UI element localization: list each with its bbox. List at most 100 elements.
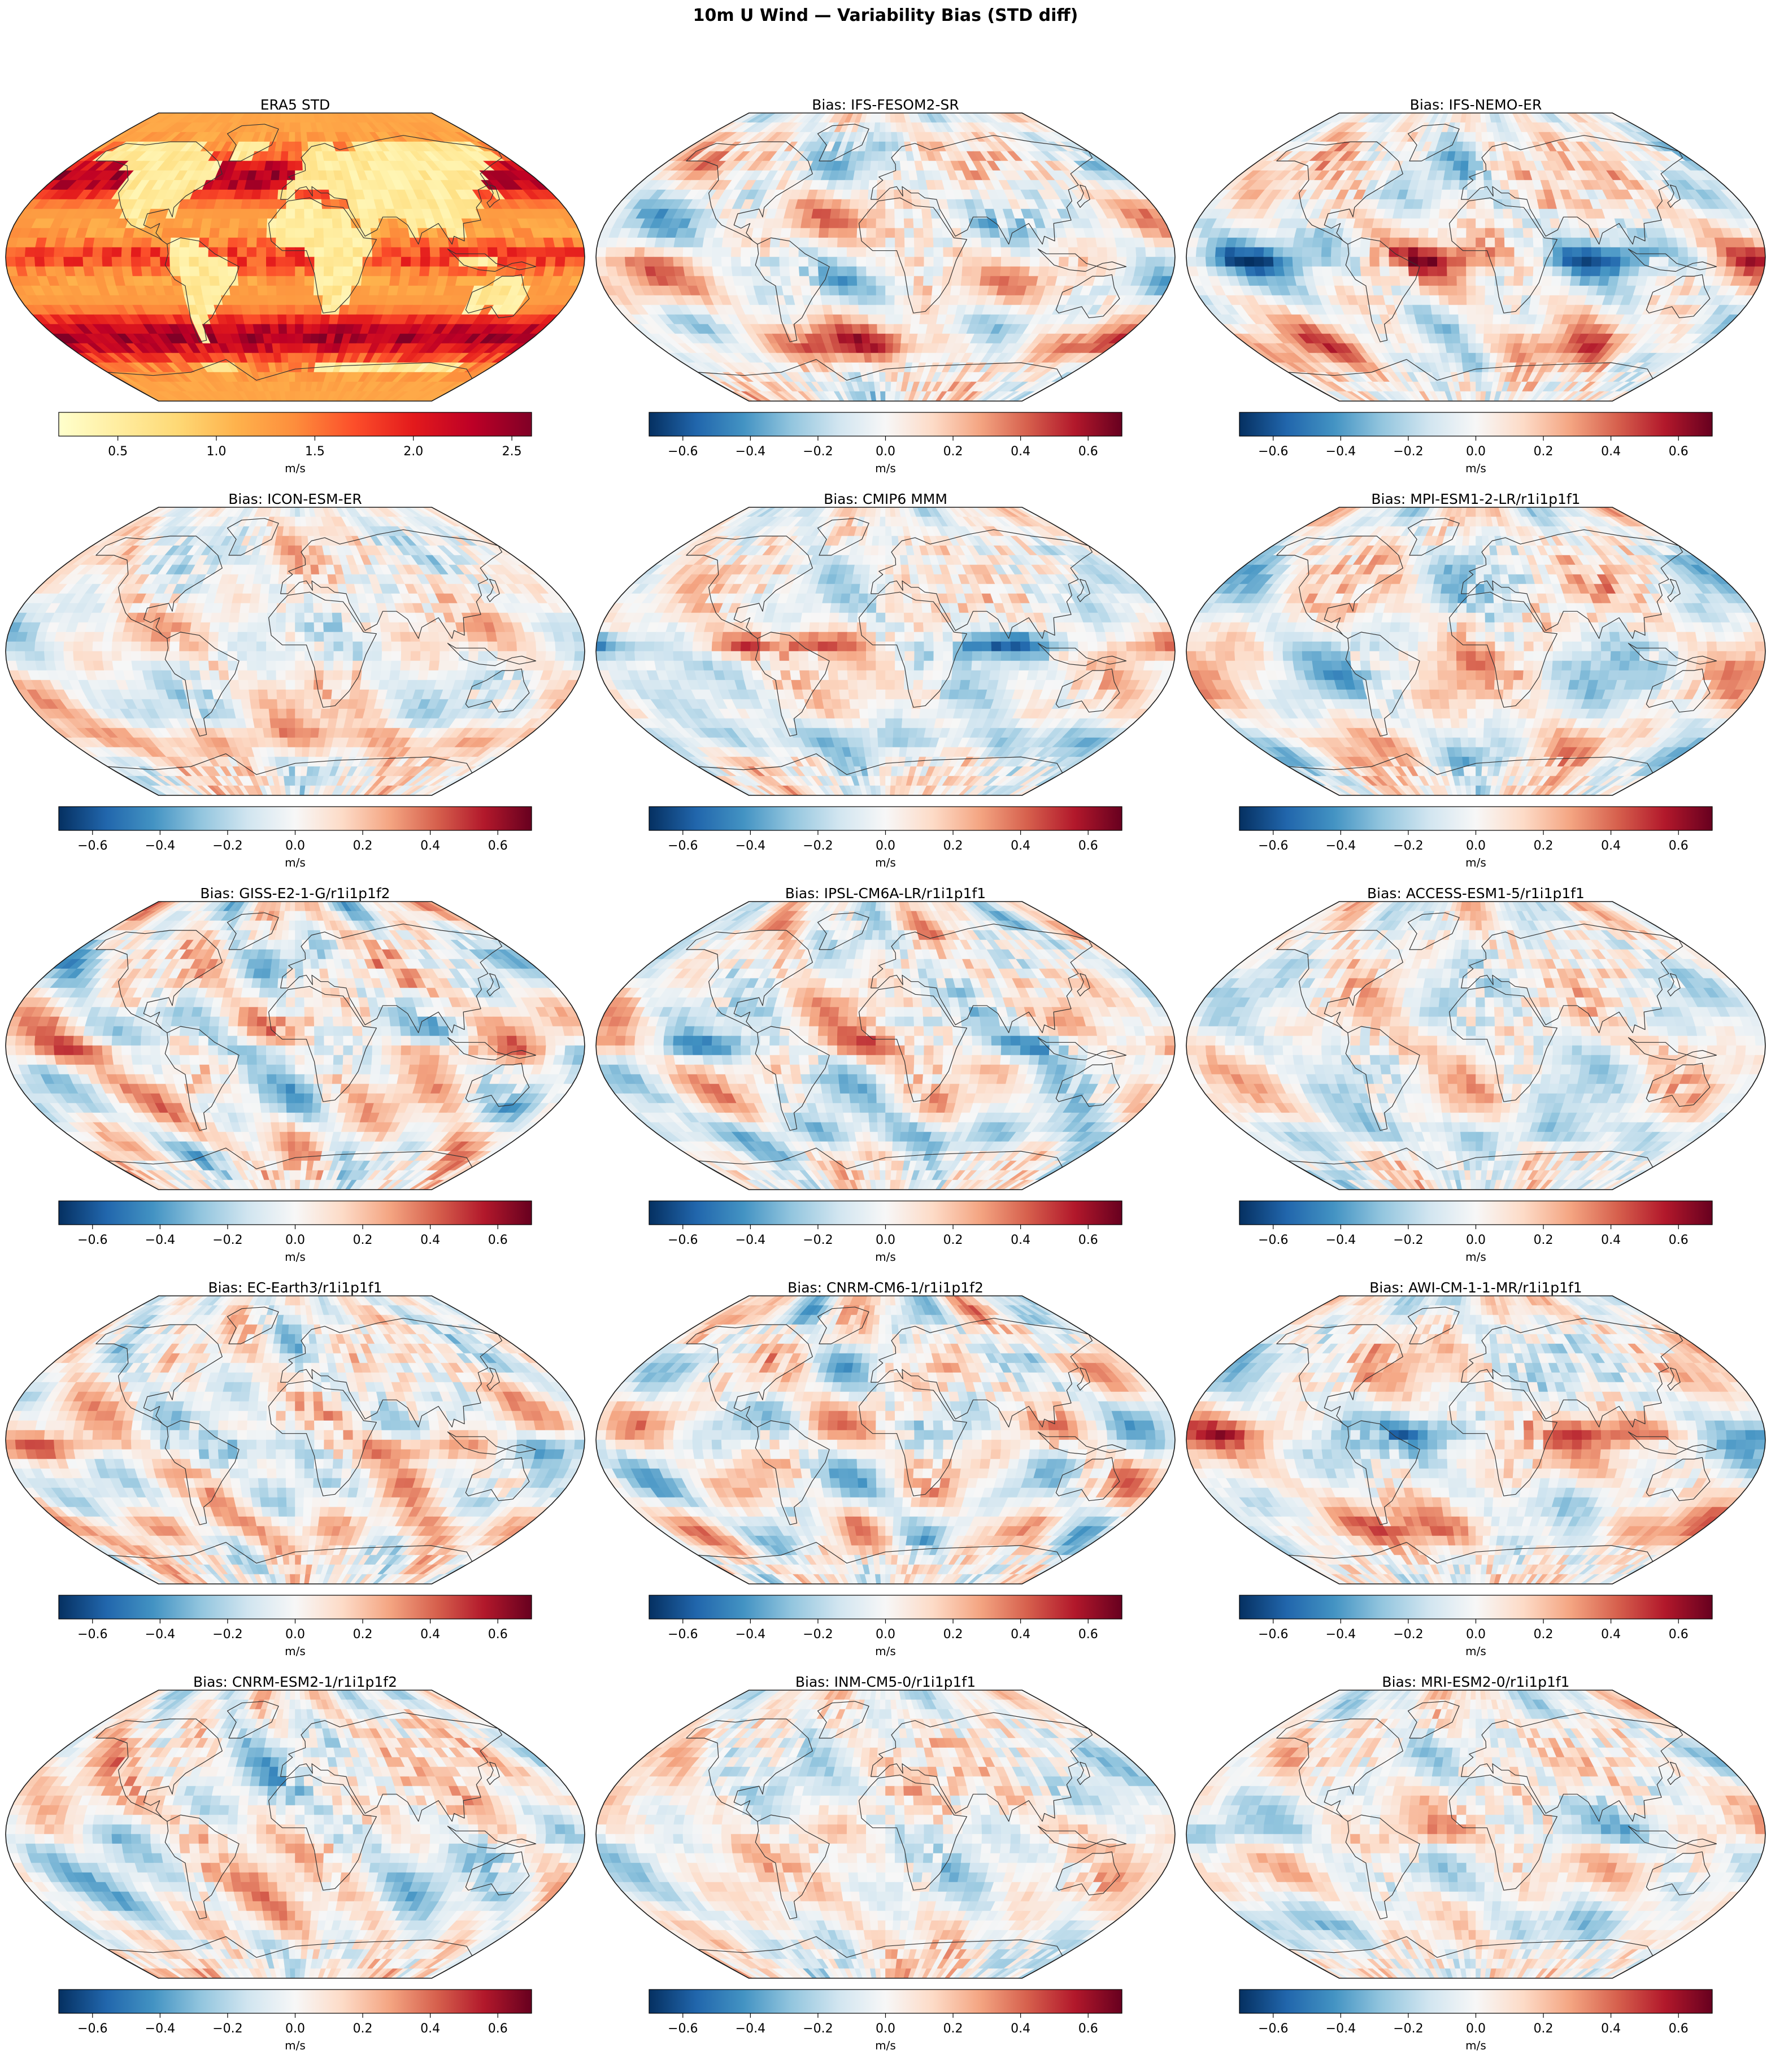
panel-title: Bias: IPSL-CM6A-LR/r1i1p1f1 <box>590 885 1181 903</box>
coastline-eurasia <box>1461 1318 1683 1427</box>
colorbar-tick-label: 0.0 <box>876 1627 895 1642</box>
colorbar-unit-label: m/s <box>1465 2039 1486 2052</box>
coastline-eurasia <box>280 1318 503 1427</box>
coastline-japan <box>486 1761 500 1785</box>
map-panel: Bias: MRI-ESM2-0/r1i1p1f1 −0.6 −0.4 −0.2 0.0… <box>1181 1673 1771 2069</box>
colorbar-tick-label: 0.0 <box>285 2022 305 2036</box>
colorbar: −0.6 −0.4 −0.2 0.0 0.2 0.4 0.6 m/s <box>649 412 1122 475</box>
map-panel: Bias: CNRM-ESM2-1/r1i1p1f2 −0.6 −0.4 −0.2 0.… <box>0 1673 590 2069</box>
colorbar-tick-label: 0.4 <box>1601 445 1621 459</box>
colorbar-tick-label: 0.2 <box>353 839 373 853</box>
coastline-eurasia <box>280 135 503 245</box>
coastline-eurasia <box>871 924 1093 1033</box>
coastline-south-america <box>755 1026 830 1131</box>
coastline-australia <box>465 1851 530 1896</box>
panel-title: Bias: ICON-ESM-ER <box>0 490 590 508</box>
coastline-south-america <box>1345 632 1420 737</box>
coastline-greenland <box>227 124 279 162</box>
coastline-indonesia <box>447 1431 537 1455</box>
field-raster <box>6 1296 585 1584</box>
colorbar-tick-label: −0.4 <box>736 839 765 853</box>
colorbar-tick-label: 0.4 <box>1601 839 1621 853</box>
coastline-australia <box>1646 1063 1711 1107</box>
colorbar: −0.6 −0.4 −0.2 0.0 0.2 0.4 0.6 m/s <box>1239 806 1713 869</box>
map-frame <box>5 901 585 1190</box>
colorbar-gradient <box>58 412 532 437</box>
coastline-africa <box>1449 197 1557 314</box>
colorbar-tick-label: −0.2 <box>212 1627 242 1642</box>
colorbar-tick-label: −0.6 <box>77 1627 107 1642</box>
colorbar-gradient <box>649 1595 1122 1620</box>
map-frame <box>5 507 585 796</box>
colorbar-gradient <box>1239 1989 1713 2014</box>
panel-title: Bias: CNRM-ESM2-1/r1i1p1f2 <box>0 1673 590 1691</box>
coastline-greenland <box>1407 1307 1460 1344</box>
colorbar-tick-label: −0.4 <box>1326 1233 1356 1247</box>
coastline-greenland <box>227 912 279 950</box>
coastline-north-america <box>95 536 223 639</box>
colorbar: −0.6 −0.4 −0.2 0.0 0.2 0.4 0.6 m/s <box>58 1989 532 2052</box>
colorbar-tick-label: −0.2 <box>212 1233 242 1247</box>
colorbar-tick-label: 0.4 <box>1011 445 1030 459</box>
coastline-south-america <box>1345 1420 1420 1525</box>
world-map <box>595 1690 1176 1979</box>
map-panel: Bias: ICON-ESM-ER −0.6 −0.4 −0.2 0.0 0.2 0.4 0.… <box>0 490 590 886</box>
colorbar-tick-label: −0.2 <box>803 445 833 459</box>
coastline-australia <box>1055 1457 1120 1501</box>
coastline-south-america <box>164 237 240 342</box>
colorbar-tick-label: 0.6 <box>1078 839 1098 853</box>
coastline-north-america <box>686 536 813 639</box>
colorbar-tick-label: 0.2 <box>943 2022 963 2036</box>
map-panel: Bias: IFS-FESOM2-SR −0.6 −0.4 −0.2 0.0 0.2 0.4… <box>590 96 1181 491</box>
coastline-australia <box>1646 1851 1711 1896</box>
colorbar-tick-label: −0.6 <box>1258 1627 1288 1642</box>
colorbar-tick-label: −0.4 <box>145 839 175 853</box>
world-map <box>595 507 1176 796</box>
colorbar-tick-label: 0.0 <box>1466 1627 1486 1642</box>
coastline-japan <box>1667 184 1681 208</box>
colorbar-tick-label: 0.6 <box>1078 1233 1098 1247</box>
coastline-south-america <box>755 237 830 342</box>
world-map <box>1186 1690 1766 1979</box>
map-panel: Bias: AWI-CM-1-1-MR/r1i1p1f1 −0.6 −0.4 −0.2… <box>1181 1279 1771 1674</box>
coastline-australia <box>465 668 530 713</box>
coastline-africa <box>1449 1774 1557 1891</box>
coastline-japan <box>1077 1761 1090 1785</box>
coastline-indonesia <box>1037 1431 1127 1455</box>
world-map <box>5 112 585 402</box>
field-raster <box>1186 1296 1765 1584</box>
panel-title: Bias: EC-Earth3/r1i1p1f1 <box>0 1279 590 1297</box>
field-raster <box>1186 507 1765 795</box>
colorbar-tick-label: 0.2 <box>943 1233 963 1247</box>
colorbar-tick-label: 0.2 <box>943 445 963 459</box>
coastline-greenland <box>1407 1701 1460 1739</box>
world-map <box>1186 112 1766 402</box>
colorbar-tick-label: 0.0 <box>285 839 305 853</box>
colorbar-tick-label: −0.2 <box>212 2022 242 2036</box>
coastline-indonesia <box>1628 249 1717 272</box>
colorbar-tick-label: 0.6 <box>488 839 508 853</box>
colorbar-tick-label: 0.0 <box>1466 2022 1486 2036</box>
panel-title: Bias: INM-CM5-0/r1i1p1f1 <box>590 1673 1181 1691</box>
colorbar: −0.6 −0.4 −0.2 0.0 0.2 0.4 0.6 m/s <box>1239 1989 1713 2052</box>
colorbar-tick-label: 0.4 <box>420 1627 440 1642</box>
colorbar-tick-label: 0.2 <box>1534 839 1554 853</box>
colorbar-tick-label: 0.2 <box>1534 1627 1554 1642</box>
world-map <box>5 507 585 796</box>
colorbar-unit-label: m/s <box>875 462 896 475</box>
map-panel: Bias: CNRM-CM6-1/r1i1p1f2 −0.6 −0.4 −0.2 0.0… <box>590 1279 1181 1674</box>
colorbar-tick-label: 0.6 <box>1078 2022 1098 2036</box>
colorbar-tick-label: 0.0 <box>876 1233 895 1247</box>
colorbar-gradient <box>649 806 1122 831</box>
colorbar-tick-label: 0.6 <box>1078 445 1098 459</box>
map-panel: ERA5 STD 0.5 1.0 1.5 2.0 2.5 m/s <box>0 96 590 491</box>
colorbar-tick-label: −0.6 <box>668 2022 698 2036</box>
coastlines <box>1276 1307 1717 1584</box>
panel-title: Bias: IFS-NEMO-ER <box>1181 96 1771 114</box>
map-frame <box>595 112 1176 402</box>
colorbar-tick-label: 0.6 <box>488 2022 508 2036</box>
colorbar-tick-label: 0.4 <box>1601 1233 1621 1247</box>
coastline-africa <box>268 197 377 314</box>
colorbar-tick-label: −0.4 <box>1326 2022 1356 2036</box>
world-map <box>595 112 1176 402</box>
